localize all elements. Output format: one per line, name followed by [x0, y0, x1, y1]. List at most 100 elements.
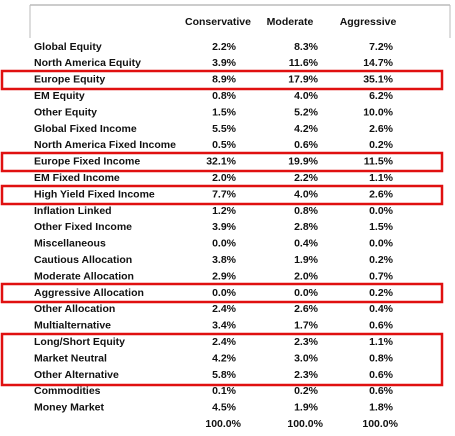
- cell-value: 4.0%: [294, 90, 319, 102]
- cell-value: 2.0%: [212, 172, 237, 184]
- cell-value: 10.0%: [363, 106, 393, 118]
- cell-value: 1.2%: [212, 205, 237, 217]
- cell-value: 2.6%: [369, 123, 394, 135]
- cell-value: 1.5%: [212, 106, 237, 118]
- cell-value: 2.0%: [294, 270, 319, 282]
- column-header: Aggressive: [340, 16, 397, 28]
- cell-value: 2.6%: [369, 188, 394, 200]
- row-label: Cautious Allocation: [34, 254, 132, 266]
- cell-value: 0.5%: [212, 139, 237, 151]
- cell-value: 0.2%: [294, 385, 319, 397]
- row-label: Multialternative: [34, 320, 111, 332]
- cell-value: 11.5%: [364, 156, 394, 168]
- cell-value: 6.2%: [369, 90, 394, 102]
- cell-value: 1.9%: [294, 402, 319, 414]
- row-label: Moderate Allocation: [34, 270, 134, 282]
- cell-value: 3.0%: [294, 352, 319, 364]
- cell-value: 0.0%: [212, 287, 237, 299]
- cell-value: 0.0%: [294, 287, 319, 299]
- row-label: Money Market: [34, 402, 105, 414]
- cell-value: 0.6%: [369, 320, 394, 332]
- cell-value: 2.2%: [212, 41, 237, 53]
- cell-value: 1.8%: [369, 402, 394, 414]
- cell-value: 4.2%: [294, 123, 319, 135]
- cell-value: 0.8%: [369, 352, 394, 364]
- cell-value: 0.0%: [212, 238, 237, 250]
- cell-value: 1.5%: [369, 221, 394, 233]
- cell-value: 7.7%: [212, 188, 237, 200]
- total-value: 100.0%: [205, 418, 241, 430]
- cell-value: 2.6%: [294, 303, 319, 315]
- highlight-box: [0, 282, 444, 304]
- cell-value: 4.5%: [212, 402, 237, 414]
- highlight-box: [0, 332, 444, 387]
- cell-value: 2.3%: [294, 369, 319, 381]
- cell-value: 0.2%: [369, 139, 394, 151]
- row-label: Inflation Linked: [34, 205, 112, 217]
- cell-value: 0.6%: [294, 139, 319, 151]
- cell-value: 0.4%: [294, 238, 319, 250]
- cell-value: 1.1%: [369, 172, 394, 184]
- row-label: EM Fixed Income: [34, 172, 120, 184]
- cell-value: 8.9%: [212, 74, 237, 86]
- row-label: Other Allocation: [34, 303, 115, 315]
- column-header: Moderate: [267, 16, 314, 28]
- cell-value: 7.2%: [369, 41, 394, 53]
- total-value: 100.0%: [362, 418, 398, 430]
- total-value: 100.0%: [287, 418, 323, 430]
- cell-value: 0.8%: [212, 90, 237, 102]
- cell-value: 8.3%: [294, 41, 319, 53]
- cell-value: 0.2%: [369, 287, 394, 299]
- cell-value: 0.7%: [369, 270, 394, 282]
- cell-value: 4.2%: [212, 352, 237, 364]
- row-label: Long/Short Equity: [34, 336, 125, 348]
- highlight-box: [0, 184, 444, 206]
- row-label: Commodities: [34, 385, 101, 397]
- cell-value: 14.7%: [363, 57, 393, 69]
- cell-value: 1.9%: [294, 254, 319, 266]
- cell-value: 0.6%: [369, 369, 394, 381]
- row-label: Europe Equity: [34, 74, 105, 86]
- cell-value: 0.0%: [369, 205, 394, 217]
- cell-value: 5.8%: [212, 369, 237, 381]
- cell-value: 1.7%: [294, 320, 319, 332]
- cell-value: 32.1%: [206, 156, 236, 168]
- row-label: Europe Fixed Income: [34, 156, 140, 168]
- cell-value: 5.5%: [212, 123, 237, 135]
- row-label: Other Fixed Income: [34, 221, 132, 233]
- row-label: Other Alternative: [34, 369, 119, 381]
- cell-value: 2.4%: [212, 336, 237, 348]
- highlight-box: [0, 151, 444, 173]
- cell-value: 35.1%: [363, 74, 393, 86]
- cell-value: 3.4%: [212, 320, 237, 332]
- cell-value: 2.4%: [212, 303, 237, 315]
- cell-value: 1.1%: [369, 336, 394, 348]
- cell-value: 0.4%: [369, 303, 394, 315]
- row-label: Miscellaneous: [34, 238, 106, 250]
- highlight-box: [0, 69, 444, 91]
- cell-value: 3.9%: [212, 221, 237, 233]
- cell-value: 5.2%: [294, 106, 319, 118]
- column-header: Conservative: [185, 16, 251, 28]
- cell-value: 0.8%: [294, 205, 319, 217]
- cell-value: 3.9%: [212, 57, 237, 69]
- row-label: Market Neutral: [34, 352, 107, 364]
- cell-value: 0.2%: [369, 254, 394, 266]
- cell-value: 19.9%: [288, 156, 318, 168]
- row-label: North America Equity: [34, 57, 141, 69]
- row-label: Global Equity: [34, 41, 102, 53]
- row-label: High Yield Fixed Income: [34, 188, 155, 200]
- row-label: Other Equity: [34, 106, 97, 118]
- cell-value: 2.2%: [294, 172, 319, 184]
- row-label: Global Fixed Income: [34, 123, 137, 135]
- cell-value: 0.1%: [212, 385, 237, 397]
- cell-value: 0.6%: [369, 385, 394, 397]
- cell-value: 0.0%: [369, 238, 394, 250]
- cell-value: 2.3%: [294, 336, 319, 348]
- row-label: North America Fixed Income: [34, 139, 176, 151]
- cell-value: 2.8%: [294, 221, 319, 233]
- cell-value: 11.6%: [289, 57, 319, 69]
- row-label: EM Equity: [34, 90, 85, 102]
